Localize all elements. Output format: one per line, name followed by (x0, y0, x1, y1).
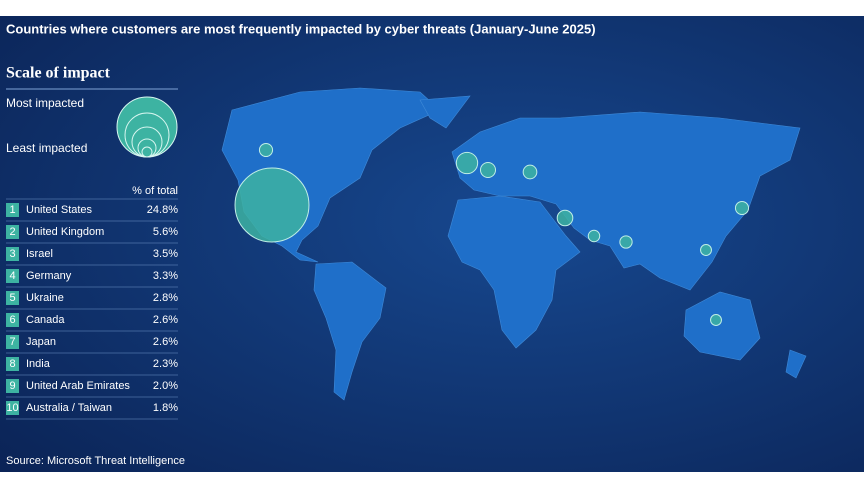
impact-bubble (700, 244, 712, 256)
rank-box (6, 247, 19, 261)
column-header: % of total (132, 185, 178, 197)
rank: 7 (9, 336, 15, 348)
rank: 2 (9, 226, 15, 238)
country: Japan (26, 336, 56, 348)
rank-box (6, 203, 19, 217)
rank: 3 (9, 248, 15, 260)
south-america (313, 261, 387, 401)
share: 2.0% (153, 380, 178, 392)
source: Source: Microsoft Threat Intelligence (6, 455, 185, 467)
impact-bubble (619, 235, 633, 249)
share: 1.8% (153, 402, 178, 414)
rank: 9 (9, 380, 15, 392)
rank-box (6, 291, 19, 305)
rank: 5 (9, 292, 15, 304)
impact-bubble (710, 314, 722, 326)
country: India (26, 358, 51, 370)
rank-box (6, 379, 19, 393)
country: Germany (26, 270, 72, 282)
rank-box (6, 357, 19, 371)
rank-box (6, 313, 19, 327)
australia (683, 291, 761, 361)
legend-title: Scale of impact (6, 65, 111, 82)
legend-least: Least impacted (6, 141, 87, 155)
country: United Arab Emirates (26, 380, 130, 392)
rank-box (6, 335, 19, 349)
impact-bubble (522, 164, 538, 180)
impact-bubble (479, 161, 497, 179)
country: United States (26, 204, 93, 216)
rank: 4 (9, 270, 15, 282)
impact-bubble (556, 209, 574, 227)
africa (447, 195, 581, 349)
share: 2.8% (153, 292, 178, 304)
impact-bubble (455, 151, 479, 175)
rank-box (6, 269, 19, 283)
new-zealand (785, 349, 807, 379)
rank: 1 (9, 204, 15, 216)
rank: 8 (9, 358, 15, 370)
country: Israel (26, 248, 53, 260)
share: 2.6% (153, 336, 178, 348)
share: 24.8% (147, 204, 178, 216)
eurasia (451, 111, 801, 291)
background (0, 16, 864, 472)
legend-most: Most impacted (6, 96, 84, 110)
share: 3.3% (153, 270, 178, 282)
country: Canada (26, 314, 65, 326)
impact-bubble (258, 142, 274, 158)
scale-circle (141, 146, 153, 158)
share: 2.3% (153, 358, 178, 370)
share: 3.5% (153, 248, 178, 260)
scale-legend (116, 96, 178, 158)
share: 5.6% (153, 226, 178, 238)
country: Ukraine (26, 292, 64, 304)
impact-bubble (734, 200, 750, 216)
share: 2.6% (153, 314, 178, 326)
rank: 6 (9, 314, 15, 326)
country: United Kingdom (26, 226, 104, 238)
impact-bubble (587, 229, 601, 243)
rank-box (6, 401, 19, 415)
country: Australia / Taiwan (26, 402, 112, 414)
rank: 10 (6, 402, 18, 414)
greenland (419, 95, 471, 129)
impact-bubble (234, 167, 310, 243)
rank-box (6, 225, 19, 239)
title: Countries where customers are most frequ… (6, 21, 596, 36)
